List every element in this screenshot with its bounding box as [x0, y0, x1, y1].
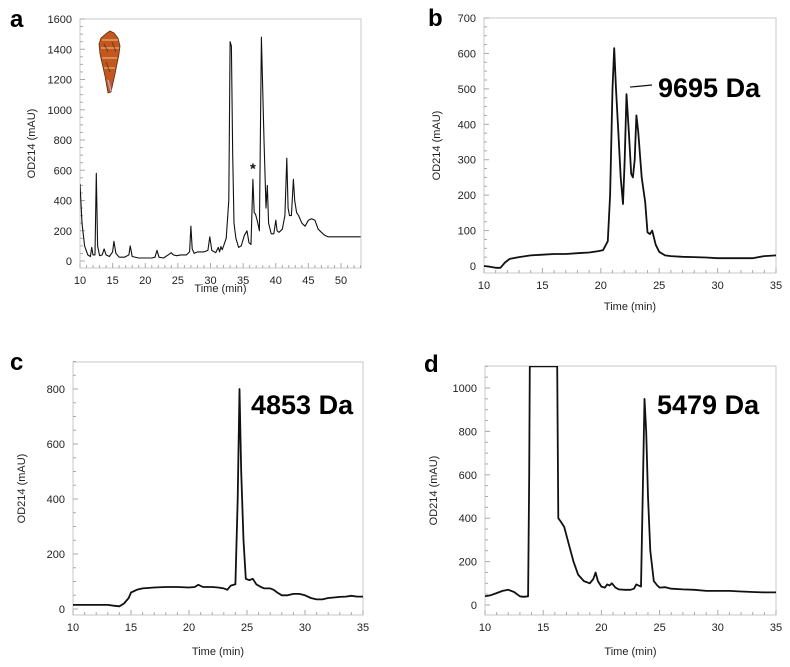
y-tick-label: 1000	[48, 105, 72, 117]
cone-snail-shell-icon	[98, 30, 121, 94]
y-tick-label: 200	[459, 557, 477, 569]
mass-label: 9695 Da	[658, 73, 761, 103]
x-tick-label: 35	[237, 275, 249, 287]
panel-d: d 10 15 20 25 30 35 0 200 400 600 800 1000 Time (min…	[424, 351, 782, 658]
x-tick-label: 15	[125, 622, 137, 634]
x-tick-label: 40	[270, 275, 282, 287]
panel-letter: c	[10, 349, 23, 376]
x-tick-label: 50	[335, 275, 347, 287]
annotation-pointer-line	[629, 84, 653, 88]
y-tick-label: 700	[458, 13, 476, 25]
y-tick-label: 400	[458, 119, 476, 131]
y-tick-label: 400	[459, 513, 477, 525]
x-tick-label: 10	[478, 280, 490, 292]
y-axis-title: OD214 (mAU)	[428, 456, 440, 526]
x-tick-label: 30	[299, 622, 311, 634]
y-tick-label: 0	[59, 604, 65, 616]
plot-frame	[72, 361, 364, 616]
y-tick-label: 200	[458, 190, 476, 202]
x-tick-label: 45	[302, 275, 314, 287]
x-axis-title: Time (min)	[604, 646, 656, 658]
y-tick-label: 0	[471, 600, 477, 612]
y-tick-label: 200	[47, 549, 65, 561]
x-tick-label: 30	[712, 622, 724, 634]
x-tick-label: 25	[653, 280, 665, 292]
y-tick-label: 800	[54, 135, 72, 147]
x-tick-label: 15	[536, 280, 548, 292]
chromatogram-trace	[80, 36, 361, 259]
chromatogram-trace	[73, 388, 363, 608]
plot-frame	[79, 18, 362, 269]
panel-letter: b	[428, 5, 443, 32]
x-tick-label: 10	[74, 275, 86, 287]
x-tick-label: 25	[172, 275, 184, 287]
y-tick-label: 1200	[48, 75, 72, 87]
y-tick-label: 300	[458, 155, 476, 167]
y-tick-label: 800	[459, 426, 477, 438]
x-tick-label: 10	[67, 622, 79, 634]
mass-label: 4853 Da	[251, 390, 354, 420]
panel-letter: a	[10, 6, 24, 33]
y-tick-label: 0	[66, 256, 72, 268]
x-tick-label: 15	[107, 275, 119, 287]
y-tick-label: 100	[458, 226, 476, 238]
y-tick-label: 600	[458, 48, 476, 60]
y-tick-label: 1000	[453, 383, 477, 395]
y-tick-label: 600	[47, 439, 65, 451]
x-tick-label: 15	[537, 622, 549, 634]
plot-frame	[483, 17, 777, 274]
x-tick-label: 35	[770, 622, 782, 634]
x-tick-label: 10	[479, 622, 491, 634]
y-tick-label: 200	[54, 226, 72, 238]
chromatogram-trace	[484, 47, 776, 269]
panel-letter: d	[424, 351, 439, 378]
x-tick-label: 35	[357, 622, 369, 634]
x-tick-label: 20	[139, 275, 151, 287]
y-axis-title: OD214 (mAU)	[431, 111, 443, 181]
y-axis-title: OD214 (mAU)	[26, 109, 38, 179]
y-tick-label: 400	[47, 494, 65, 506]
x-axis-title: Time (min)	[194, 283, 246, 295]
panel-c: c 10 15 20 25 30 35 0 200 400 600 800 Time (min) OD2…	[10, 349, 369, 658]
x-tick-label: 20	[595, 280, 607, 292]
y-tick-label: 1400	[48, 44, 72, 56]
mass-label: 5479 Da	[657, 390, 760, 420]
y-tick-label: 1600	[48, 14, 72, 26]
y-tick-label: 500	[458, 84, 476, 96]
x-axis-title: Time (min)	[192, 646, 244, 658]
asterisk-annotation: *	[250, 160, 256, 177]
y-axis-title: OD214 (mAU)	[16, 454, 28, 524]
x-tick-label: 20	[183, 622, 195, 634]
x-tick-label: 25	[241, 622, 253, 634]
panel-b: b 10 15 20 25 30 35 0 100 200 300 400 500 600 700 Time…	[428, 5, 782, 313]
y-tick-label: 0	[470, 261, 476, 273]
y-tick-label: 600	[54, 165, 72, 177]
panel-a: a 10 15 20 25 30 35 40 45 50 0 200 400 600 800 1000 120…	[10, 6, 362, 295]
y-tick-label: 600	[459, 470, 477, 482]
y-tick-label: 800	[47, 384, 65, 396]
y-tick-label: 400	[54, 196, 72, 208]
chromatogram-trace	[485, 366, 776, 598]
x-tick-label: 30	[711, 280, 723, 292]
plot-frame	[484, 365, 777, 616]
x-tick-label: 30	[204, 275, 216, 287]
x-axis-title: Time (min)	[604, 301, 656, 313]
x-tick-label: 20	[595, 622, 607, 634]
x-tick-label: 35	[770, 280, 782, 292]
x-tick-label: 25	[653, 622, 665, 634]
